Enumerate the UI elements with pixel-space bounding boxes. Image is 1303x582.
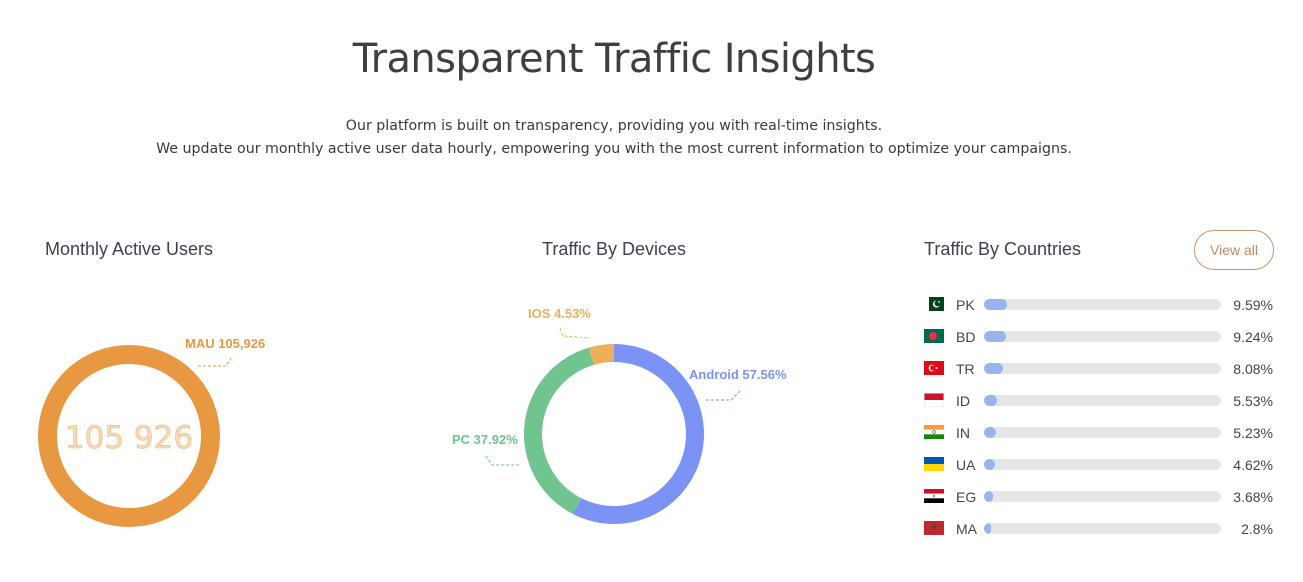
subtitle-line-2: We update our monthly active user data h… (156, 141, 1072, 157)
bar-id (984, 395, 998, 406)
ios-label: IOS 4.53% (528, 306, 591, 321)
country-percent: 8.08% (1233, 361, 1273, 377)
countries-section-title: Traffic By Countries (924, 239, 1082, 259)
bar-track (984, 363, 1221, 374)
mau-ring (38, 345, 220, 527)
mau-ring-chart: MAU 105,926 105 926 (38, 336, 265, 527)
bd-flag-icon (924, 329, 944, 343)
devices-donut-chart: IOS 4.53% Android 57.56% PC 37.92% (452, 306, 787, 524)
donut-slice-ios (588, 344, 614, 365)
country-percent: 9.59% (1233, 297, 1273, 313)
bar-pk (984, 299, 1007, 310)
country-code: UA (956, 457, 976, 473)
bar-in (984, 427, 997, 438)
country-percent: 4.62% (1233, 457, 1273, 473)
ma-flag-icon (924, 521, 944, 535)
mau-section-title: Monthly Active Users (45, 239, 214, 259)
android-leader-line (706, 390, 741, 401)
country-row-pk: PK 9.59% (924, 293, 1274, 325)
id-flag-icon (924, 393, 944, 407)
bar-track (984, 299, 1221, 310)
bar-track (984, 427, 1221, 438)
mau-leader-line (198, 357, 232, 367)
country-percent: 5.23% (1233, 425, 1273, 441)
bar-tr (984, 363, 1004, 374)
subtitle-line-1: Our platform is built on transparency, p… (345, 118, 883, 134)
pc-label: PC 37.92% (452, 432, 518, 447)
bar-track (984, 491, 1221, 502)
country-code: IN (956, 425, 970, 441)
pk-flag-icon (924, 297, 944, 311)
bar-track (984, 331, 1221, 342)
country-code: PK (956, 297, 975, 313)
country-row-in: IN 5.23% (924, 421, 1274, 453)
page-subtitle: Our platform is built on transparency, p… (0, 115, 1228, 161)
donut-slice-pc (524, 347, 594, 515)
tr-flag-icon (924, 361, 944, 375)
country-row-ma: MA 2.8% (924, 517, 1274, 549)
country-row-tr: TR 8.08% (924, 357, 1274, 389)
country-row-eg: EG 3.68% (924, 485, 1274, 517)
country-row-ua: UA 4.62% (924, 453, 1274, 485)
country-code: ID (956, 393, 970, 409)
page-title: Transparent Traffic Insights (352, 36, 876, 82)
android-label: Android 57.56% (689, 367, 787, 382)
country-percent: 2.8% (1241, 521, 1273, 537)
bar-bd (984, 331, 1006, 342)
country-code: BD (956, 329, 976, 345)
country-row-id: ID 5.53% (924, 389, 1274, 421)
bar-ma (984, 523, 992, 534)
view-all-button[interactable]: View all (1194, 230, 1274, 270)
eg-flag-icon (924, 489, 944, 503)
donut-slice-android (572, 344, 704, 524)
in-flag-icon (924, 425, 944, 439)
country-code: TR (956, 361, 975, 377)
bar-track (984, 523, 1221, 534)
country-code: MA (956, 521, 977, 537)
devices-section-title: Traffic By Devices (542, 239, 687, 259)
mau-label: MAU 105,926 (185, 336, 265, 351)
bar-ua (984, 459, 995, 470)
ua-flag-icon (924, 457, 944, 471)
country-bar-list: PK 9.59% BD 9.24% TR 8.08% ID 5.53% IN 5.23% UA 4.6… (924, 293, 1274, 549)
ios-leader-line (559, 327, 591, 339)
bar-track (984, 459, 1221, 470)
country-code: EG (956, 489, 977, 505)
country-percent: 9.24% (1233, 329, 1273, 345)
country-row-bd: BD 9.24% (924, 325, 1274, 357)
country-percent: 5.53% (1233, 393, 1273, 409)
bar-track (984, 395, 1221, 406)
pc-leader-line (485, 455, 520, 466)
country-percent: 3.68% (1233, 489, 1273, 505)
bar-eg (984, 491, 993, 502)
mau-center-value: 105 926 (65, 420, 193, 456)
